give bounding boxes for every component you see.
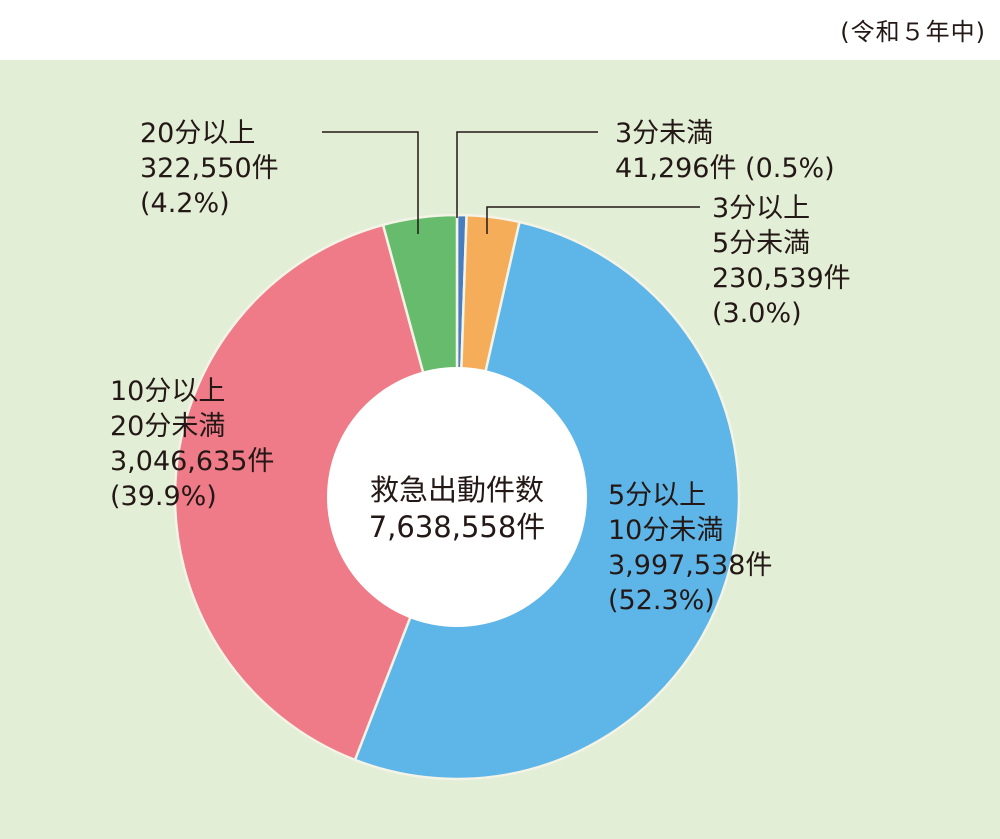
label-3-5min-count: 230,539件 [712,263,851,294]
leader-line-3-5min [486,206,700,234]
leader-line-20min-over [322,131,419,234]
label-under-3min-value: 41,296件 (0.5%) [615,153,835,184]
center-total: 7,638,558件 [369,510,546,544]
leader-line-under-3min [456,131,598,218]
label-5-10min-line2: 10分未満 [608,515,723,546]
label-20min-over-count: 322,550件 [140,153,279,184]
label-5-10min-line1: 5分以上 [608,480,706,511]
label-20min-over-line1: 20分以上 [140,118,255,149]
label-10-20min-line2: 20分未満 [110,411,225,442]
donut-hole [327,367,587,627]
slice-10-20min [173,223,459,762]
label-under-3min-name: 3分未満 [615,118,713,149]
label-10-20min-line1: 10分以上 [110,376,225,407]
label-5-10min-count: 3,997,538件 [608,550,772,581]
label-5-10min-percent: (52.3%) [608,585,715,616]
label-3-5min-percent: (3.0%) [712,298,802,329]
label-20min-over-percent: (4.2%) [140,188,230,219]
label-3-5min-line1: 3分以上 [712,193,810,224]
label-10-20min-percent: (39.9%) [110,481,217,512]
label-10-20min-count: 3,046,635件 [110,446,274,477]
label-3-5min-line2: 5分未満 [712,228,810,259]
period-note: (令和５年中) [840,18,986,46]
center-title: 救急出動件数 [370,473,544,507]
